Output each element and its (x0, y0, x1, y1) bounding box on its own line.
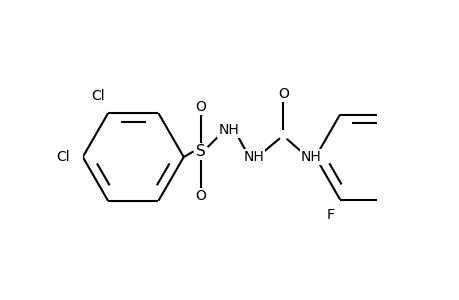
Text: NH: NH (243, 150, 263, 164)
Text: O: O (277, 87, 288, 101)
Text: NH: NH (218, 123, 239, 137)
Text: Cl: Cl (91, 89, 105, 103)
Text: NH: NH (300, 150, 321, 164)
Text: O: O (195, 100, 206, 113)
Text: O: O (195, 189, 206, 203)
Text: S: S (195, 144, 205, 159)
Text: F: F (326, 208, 334, 222)
Text: Cl: Cl (56, 150, 70, 164)
